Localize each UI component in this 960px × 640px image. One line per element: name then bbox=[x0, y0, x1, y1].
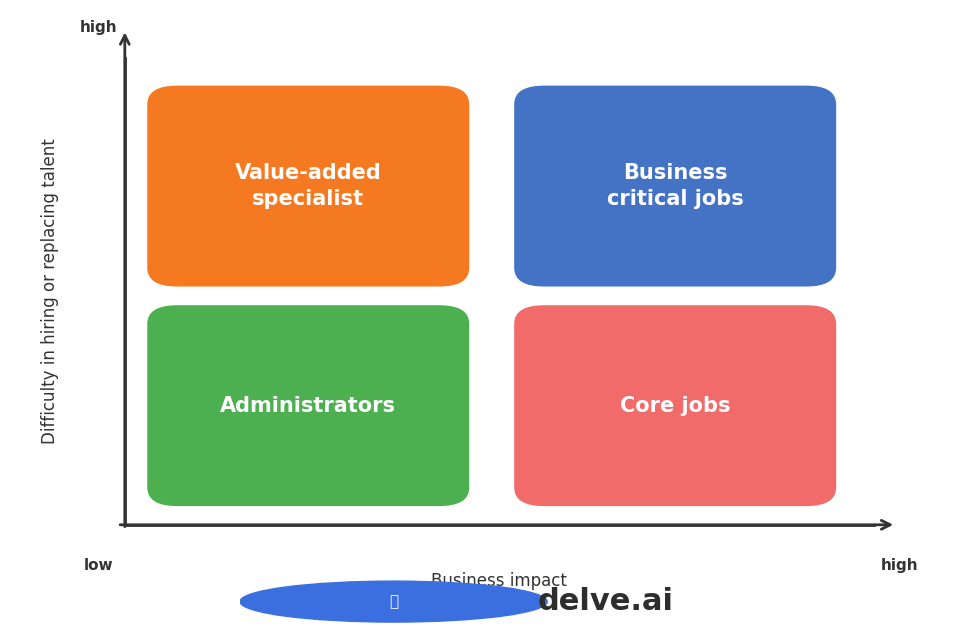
Text: high: high bbox=[80, 20, 117, 35]
FancyBboxPatch shape bbox=[147, 86, 469, 287]
FancyBboxPatch shape bbox=[515, 86, 836, 287]
Text: Difficulty in hiring or replacing talent: Difficulty in hiring or replacing talent bbox=[41, 138, 59, 444]
Text: low: low bbox=[84, 557, 113, 573]
Text: Core jobs: Core jobs bbox=[620, 396, 731, 415]
Text: Business impact: Business impact bbox=[431, 572, 567, 589]
Text: Business
critical jobs: Business critical jobs bbox=[607, 163, 744, 209]
Circle shape bbox=[240, 581, 547, 622]
FancyBboxPatch shape bbox=[147, 305, 469, 506]
Text: high: high bbox=[881, 557, 919, 573]
Text: Value-added
specialist: Value-added specialist bbox=[235, 163, 382, 209]
Text: 🔬: 🔬 bbox=[389, 594, 398, 609]
Text: Administrators: Administrators bbox=[220, 396, 396, 415]
FancyBboxPatch shape bbox=[515, 305, 836, 506]
Text: delve.ai: delve.ai bbox=[538, 587, 674, 616]
